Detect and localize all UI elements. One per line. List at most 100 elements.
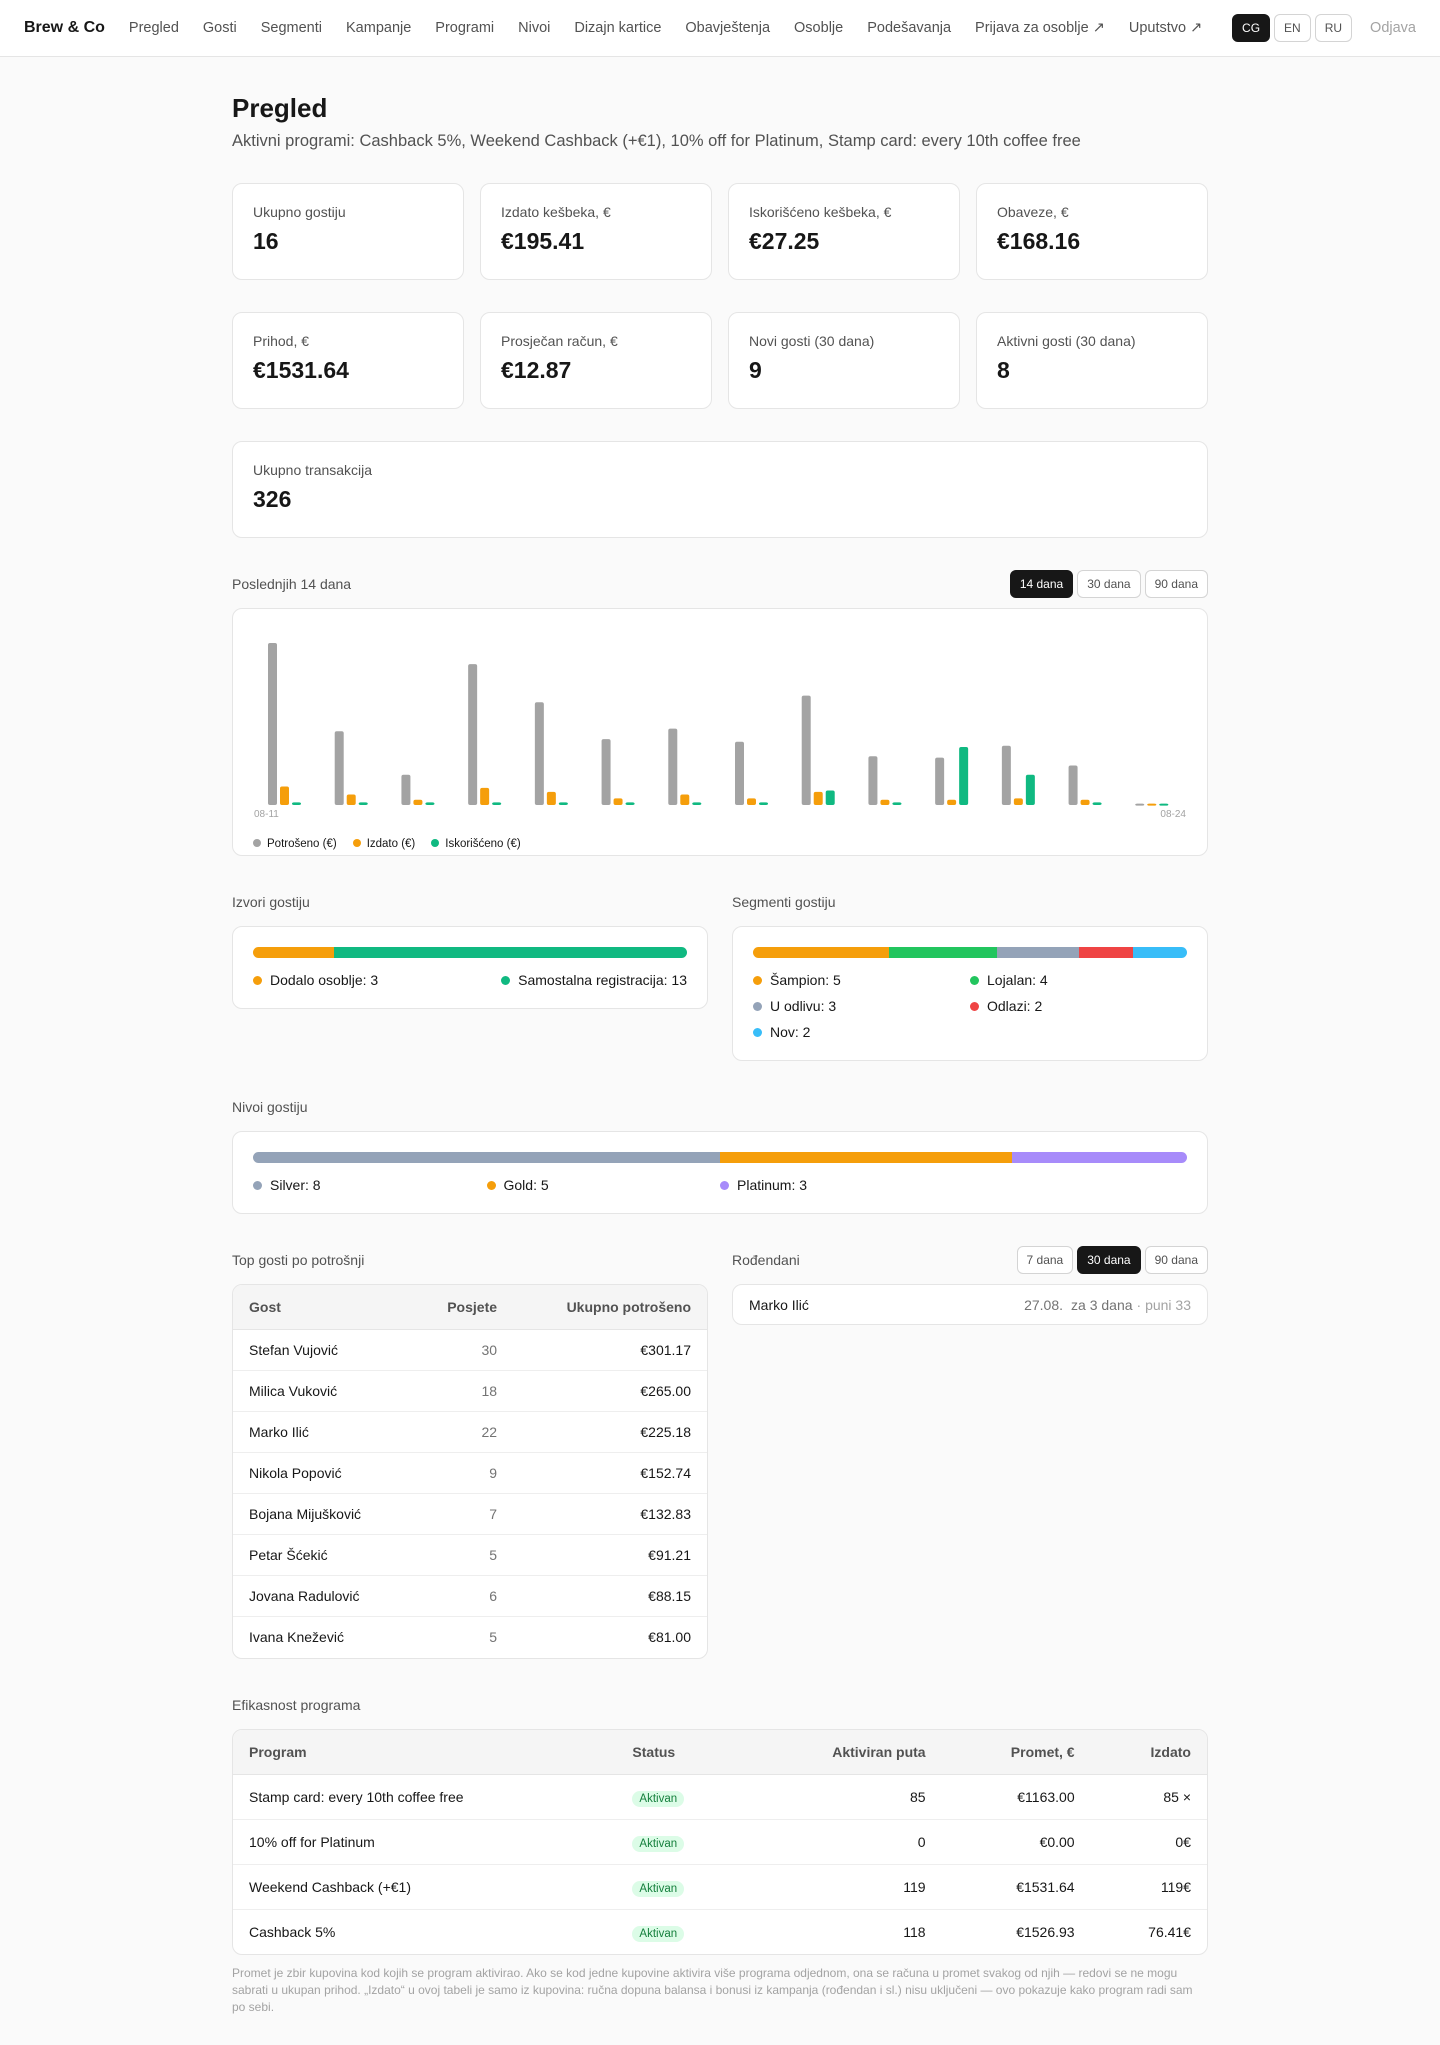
stacked-bar — [253, 947, 687, 958]
range-switch: 14 dana 30 dana 90 dana — [1009, 570, 1208, 598]
distribution-card: Šampion: 5 Lojalan: 4 U odlivu: 3 Odlazi: 2… — [732, 926, 1208, 1061]
language-button[interactable]: CG — [1232, 14, 1271, 42]
legend-item: Platinum: 3 — [720, 1177, 954, 1193]
stat-label: Prihod, € — [253, 333, 310, 349]
cell: €132.83 — [513, 1493, 707, 1535]
table-card: Program Status Aktiviran puta Promet, € Izda… — [232, 1728, 1208, 1955]
nav-link[interactable]: Osoblje — [794, 20, 844, 36]
cell: Nikola Popović — [233, 1452, 412, 1494]
column-header: Status — [616, 1729, 747, 1775]
nav-link[interactable]: Pregled — [128, 20, 179, 36]
status-pill: Aktivan — [632, 1880, 685, 1897]
cell: Stefan Vujović — [233, 1329, 412, 1371]
stat-label: Izdato kešbeka, € — [501, 204, 611, 220]
stat-card: Prihod, € €1531.64 — [232, 312, 464, 409]
bar-segment — [253, 947, 335, 958]
language-button[interactable]: EN — [1274, 14, 1311, 42]
bar-segment — [720, 1152, 1012, 1163]
language-button[interactable]: RU — [1314, 14, 1353, 42]
program-row: Stamp card: every 10th coffee free Aktiva… — [233, 1774, 1207, 1820]
language-switch: CG EN RU Odjava — [1232, 14, 1416, 42]
bar — [1013, 798, 1023, 805]
chart-card: 08-11 08-24 Potrošeno (€) Izdato (€) Iskoriš… — [232, 608, 1208, 856]
stat-card: Ukupno transakcija 326 — [232, 441, 1208, 538]
subtitle: Aktivni programi: Cashback 5%, Weekend C… — [232, 132, 1081, 150]
nav-link[interactable]: Obavještenja — [685, 20, 771, 36]
legend-item: Lojalan: 4 — [970, 972, 1187, 988]
range-button[interactable]: 90 dana — [1144, 570, 1208, 598]
legend-item: Potrošeno (€) — [253, 838, 337, 850]
legend-label: Platinum: 3 — [737, 1177, 808, 1193]
bar — [1147, 803, 1157, 806]
nav-link[interactable]: Kampanje — [346, 20, 412, 36]
bar — [425, 802, 435, 805]
cell: Aktivan — [616, 1819, 747, 1865]
cell: 119€ — [1090, 1864, 1207, 1910]
bar — [947, 799, 957, 805]
stat-value: €12.87 — [501, 357, 572, 383]
nav-link[interactable]: Segmenti — [260, 20, 322, 36]
guest-row: Jovana Radulović 6 €88.15 — [233, 1575, 707, 1617]
range-button[interactable]: 14 dana — [1009, 570, 1074, 598]
legend-swatch — [486, 1181, 496, 1190]
section-title: Nivoi gostiju — [232, 1099, 308, 1115]
bar — [1080, 799, 1090, 805]
bar — [1159, 803, 1169, 806]
cell: 30 — [411, 1329, 514, 1371]
stat-value: 9 — [749, 357, 762, 383]
lower-row: Top gosti po potrošnji Gost Posjete Ukupno … — [232, 1246, 1208, 1659]
stat-value: €1531.64 — [253, 357, 349, 383]
cell: 5 — [489, 1629, 498, 1646]
range-button[interactable]: 30 dana — [1077, 1246, 1141, 1274]
legend-label: Potrošeno (€) — [267, 838, 337, 850]
stat-card: Prosječan račun, € €12.87 — [480, 312, 712, 409]
bar — [1092, 802, 1102, 805]
bar — [880, 799, 890, 805]
program-row: Weekend Cashback (+€1) Aktivan 119 €1531.64… — [233, 1864, 1207, 1910]
page-title: Pregled — [232, 93, 328, 123]
birthday-in: za 3 dana — [1071, 1296, 1133, 1313]
bar — [825, 790, 835, 805]
bar-segment — [753, 947, 889, 958]
range-button[interactable]: 7 dana — [1016, 1246, 1074, 1274]
bar-segment — [1078, 947, 1133, 958]
nav-link[interactable]: Podešavanja — [867, 20, 952, 36]
bar — [280, 786, 289, 805]
nav-link[interactable]: Nivoi — [518, 20, 551, 36]
status-pill: Aktivan — [632, 1835, 685, 1852]
stat-label: Prosječan račun, € — [501, 333, 618, 349]
bar — [935, 757, 945, 805]
birthday-row: Marko Ilić 27.08. za 3 dana · puni 33 — [732, 1284, 1208, 1325]
legend-swatch — [970, 1002, 979, 1011]
section-title: Top gosti po potrošnji — [232, 1252, 365, 1268]
legend-item: U odlivu: 3 — [753, 998, 970, 1014]
bar — [692, 802, 702, 805]
stats: Ukupno gostiju 16 Izdato kešbeka, € €195.41… — [232, 183, 1208, 538]
programs-section: Efikasnost programa Program Status Aktivira… — [232, 1691, 1208, 2016]
nav-link[interactable]: Programi — [435, 20, 495, 36]
range-button[interactable]: 30 dana — [1077, 570, 1141, 598]
stat-value: €27.25 — [749, 228, 820, 254]
range-button[interactable]: 90 dana — [1144, 1246, 1208, 1274]
bar — [1135, 803, 1145, 806]
logout[interactable]: Odjava — [1370, 20, 1416, 36]
bar-segment — [1132, 947, 1187, 958]
status-pill: Aktivan — [632, 1790, 685, 1807]
column-header: Gost — [233, 1285, 412, 1330]
birthday-age: · puni 33 — [1136, 1296, 1191, 1313]
stat-value: €195.41 — [501, 228, 585, 254]
legend-label: Šampion: 5 — [770, 972, 841, 988]
section-title: Poslednjih 14 dana — [232, 576, 352, 592]
nav-link[interactable]: Prijava za osoblje ↗ — [975, 20, 1105, 36]
cell: Stamp card: every 10th coffee free — [233, 1774, 617, 1820]
legend-item: Šampion: 5 — [753, 972, 970, 988]
program-row: Cashback 5% Aktivan 118 €1526.93 76.41€ — [233, 1909, 1207, 1954]
table-card: Gost Posjete Ukupno potrošeno Stefan Vujovi… — [232, 1284, 708, 1659]
section-header: Izvori gostiju — [232, 888, 708, 916]
stat-label: Obaveze, € — [997, 204, 1069, 220]
guest-row: Marko Ilić 22 €225.18 — [233, 1411, 707, 1453]
nav-link[interactable]: Gosti — [202, 20, 237, 36]
nav-link[interactable]: Dizajn kartice — [574, 20, 662, 36]
bar — [759, 802, 768, 805]
nav-link[interactable]: Uputstvo ↗ — [1128, 20, 1203, 36]
